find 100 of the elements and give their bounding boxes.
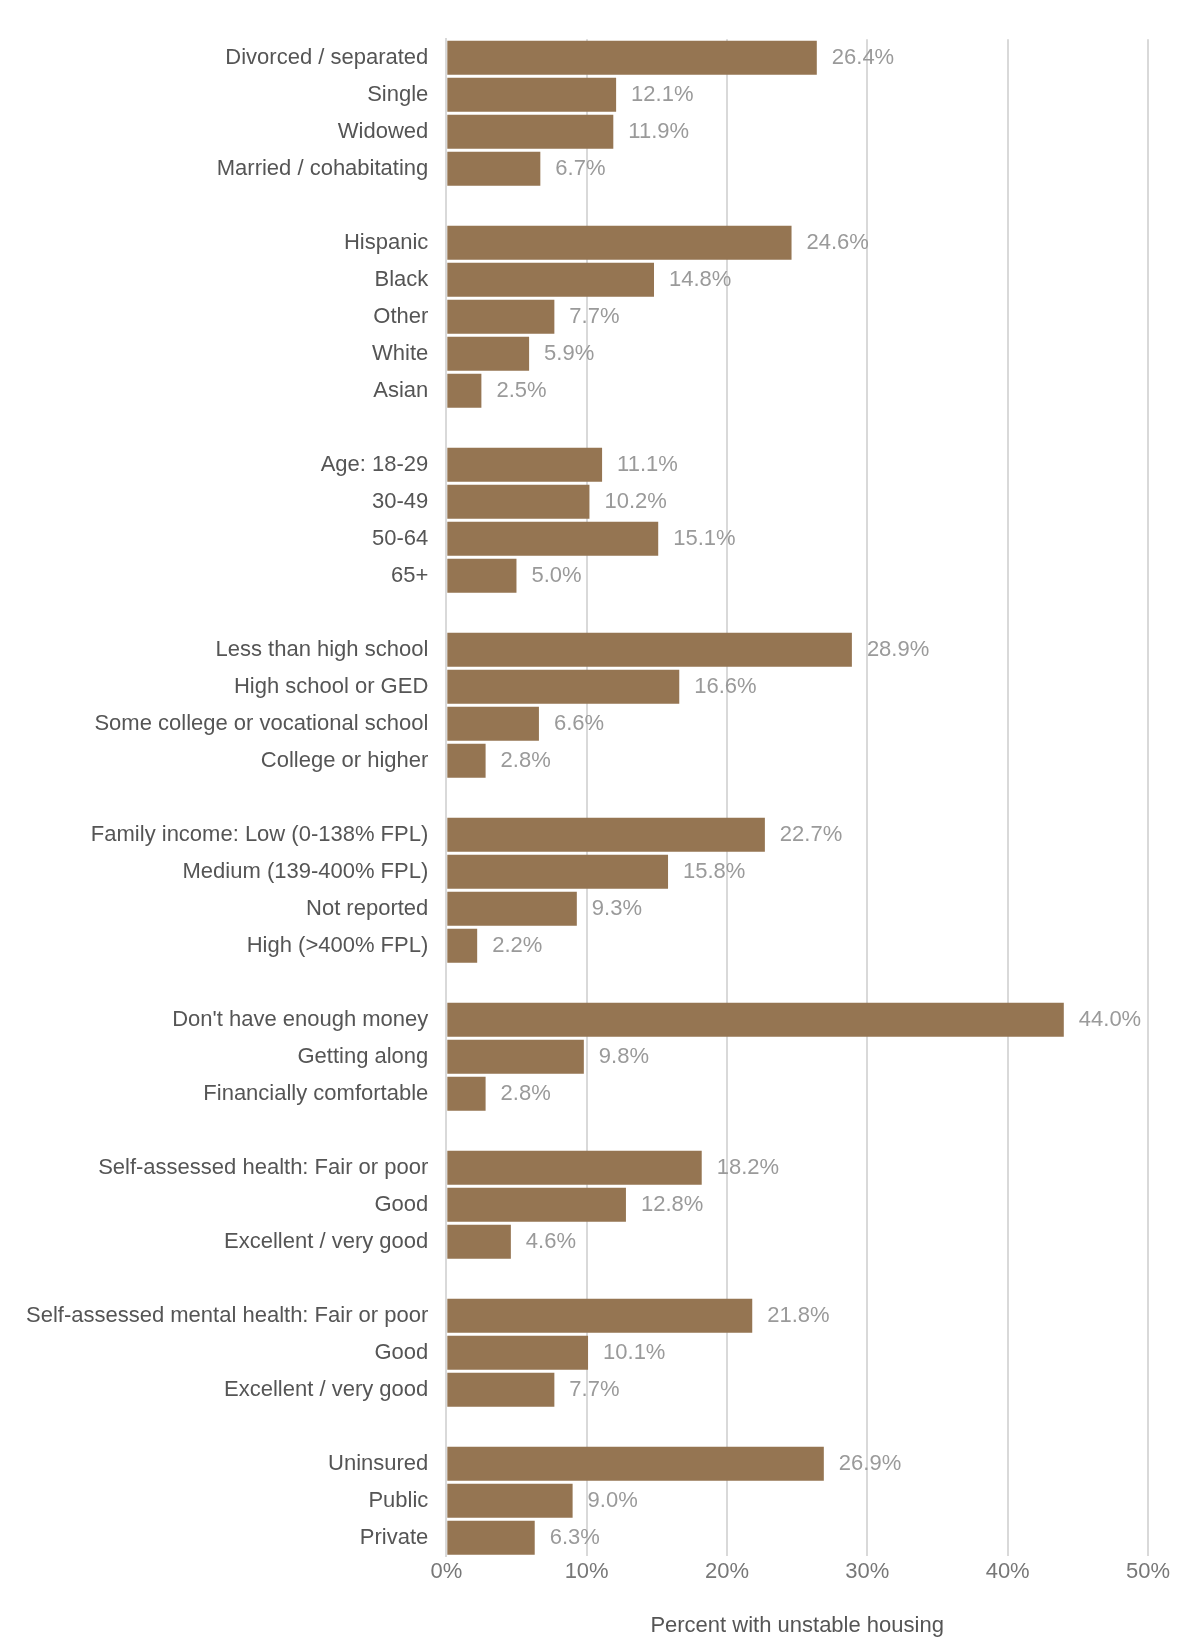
data-label: 15.8% (683, 857, 746, 883)
data-label: 22.7% (779, 820, 843, 846)
data-label: 5.0% (531, 561, 582, 587)
bar (447, 706, 539, 741)
y-tick-label: Getting along (297, 1042, 429, 1068)
y-tick-label: Hispanic (343, 228, 429, 254)
y-tick-label: Excellent / very good (224, 1375, 429, 1401)
bar (447, 1446, 824, 1481)
y-tick-label: Financially comfortable (203, 1079, 429, 1105)
data-label: 26.9% (838, 1449, 902, 1475)
bar (447, 447, 603, 482)
bar (447, 854, 669, 889)
bar (447, 1002, 1064, 1037)
x-tick-label: 40% (985, 1558, 1030, 1584)
y-tick-label: Public (368, 1486, 429, 1512)
bar (447, 373, 482, 408)
y-tick-label: Self-assessed mental health: Fair or poor (25, 1301, 429, 1327)
y-tick-label: Single (367, 80, 429, 106)
data-label: 12.1% (631, 80, 694, 106)
bar (447, 114, 614, 149)
y-tick-label: Medium (139-400% FPL) (182, 857, 429, 883)
bar (447, 928, 478, 963)
bar (447, 40, 817, 75)
data-label: 24.6% (806, 228, 869, 254)
y-tick-label: High school or GED (233, 672, 429, 698)
data-label: 4.6% (525, 1227, 577, 1253)
data-label: 9.3% (591, 894, 642, 920)
y-tick-label: Family income: Low (0-138% FPL) (90, 820, 429, 846)
data-label: 26.4% (831, 43, 895, 69)
bar (447, 817, 765, 852)
y-tick-label: Excellent / very good (224, 1227, 429, 1253)
y-tick-label: Self-assessed health: Fair or poor (98, 1153, 429, 1179)
y-tick-label: Some college or vocational school (94, 709, 429, 735)
data-label: 6.7% (555, 154, 606, 180)
data-label: 7.7% (569, 1375, 620, 1401)
bar (447, 632, 852, 667)
y-tick-label: Uninsured (328, 1449, 429, 1475)
bar (447, 669, 680, 704)
y-tick-label: Widowed (337, 117, 429, 143)
x-tick-label: 10% (564, 1558, 609, 1584)
bar (447, 1150, 702, 1185)
bar (447, 891, 577, 926)
y-tick-label: Less than high school (215, 635, 429, 661)
y-tick-label: Age: 18-29 (320, 450, 429, 476)
bar (447, 1298, 753, 1333)
y-tick-label: Asian (373, 376, 429, 402)
bar (447, 336, 530, 371)
data-label: 44.0% (1078, 1005, 1142, 1031)
bar (447, 77, 617, 112)
y-tick-label: White (372, 339, 429, 365)
data-label: 16.6% (694, 672, 757, 698)
y-tick-label: Married / cohabitating (216, 154, 429, 180)
data-label: 2.2% (492, 931, 543, 957)
y-tick-label: 50-64 (372, 524, 429, 550)
y-tick-label: Good (374, 1190, 429, 1216)
data-label: 5.9% (544, 339, 595, 365)
y-tick-label: Not reported (306, 894, 429, 920)
y-tick-label: 65+ (390, 561, 429, 587)
data-label: 15.1% (673, 524, 736, 550)
data-label: 7.7% (569, 302, 620, 328)
data-label: 28.9% (866, 635, 930, 661)
data-label: 2.5% (496, 376, 547, 402)
y-tick-label: High (>400% FPL) (246, 931, 429, 957)
bar (447, 262, 655, 297)
bar (447, 1520, 535, 1555)
data-label: 9.0% (587, 1486, 638, 1512)
data-label: 10.1% (603, 1338, 666, 1364)
bar (447, 743, 486, 778)
data-label: 2.8% (500, 1079, 551, 1105)
y-tick-label: Black (374, 265, 430, 291)
y-tick-label: Good (374, 1338, 429, 1364)
data-label: 12.8% (640, 1190, 704, 1216)
y-tick-label: Private (359, 1523, 429, 1549)
bar (447, 1076, 486, 1111)
bar (447, 151, 541, 186)
data-label: 6.6% (553, 709, 605, 735)
data-label: 11.9% (628, 117, 690, 143)
bar (447, 1187, 626, 1222)
data-label: 14.8% (669, 265, 732, 291)
data-label: 9.8% (598, 1042, 649, 1068)
y-tick-label: Don't have enough money (172, 1005, 429, 1031)
bar (447, 1224, 511, 1259)
y-tick-label: Divorced / separated (225, 43, 429, 69)
bar (447, 521, 659, 556)
data-label: 21.8% (767, 1301, 830, 1327)
bar (447, 484, 590, 519)
data-label: 18.2% (716, 1153, 780, 1179)
x-tick-label: 20% (704, 1558, 750, 1584)
y-tick-label: Other (373, 302, 429, 328)
x-axis-title: Percent with unstable housing (650, 1611, 944, 1637)
bar (447, 1483, 573, 1518)
y-tick-label: College or higher (260, 746, 429, 772)
data-label: 11.1% (617, 450, 678, 476)
data-label: 6.3% (549, 1523, 600, 1549)
bar (447, 1372, 555, 1407)
data-label: 2.8% (500, 746, 551, 772)
x-tick-label: 0% (430, 1558, 463, 1584)
bar (447, 558, 517, 593)
x-tick-label: 30% (845, 1558, 890, 1584)
bar (447, 1335, 589, 1370)
